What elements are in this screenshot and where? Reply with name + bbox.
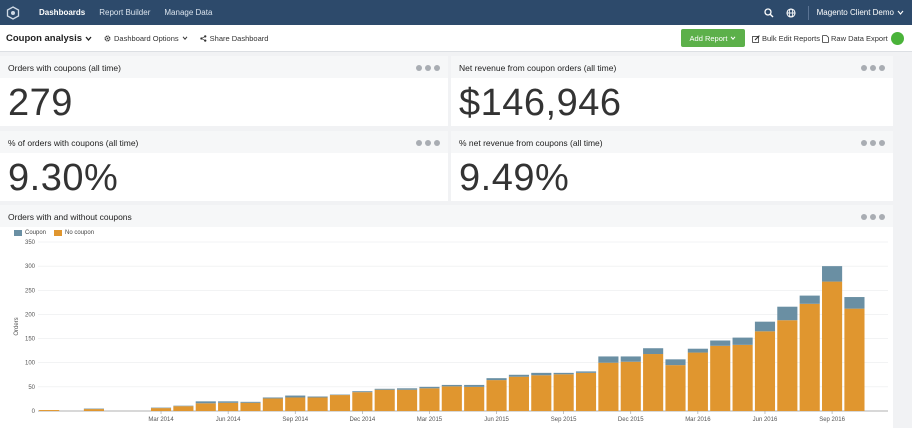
info-icon[interactable] (416, 65, 422, 71)
chevron-down-icon (85, 36, 92, 41)
add-report-label: Add Report (689, 33, 728, 43)
card-tools (416, 65, 440, 71)
card-title: Net revenue from coupon orders (all time… (459, 63, 617, 73)
edit-icon (752, 34, 760, 43)
document-icon (822, 34, 829, 43)
share-dashboard-label: Share Dashboard (209, 33, 269, 43)
nav-manage-data[interactable]: Manage Data (164, 8, 213, 17)
dashboard-title: Coupon analysis (6, 32, 83, 44)
chart-legend: Coupon No coupon (14, 230, 94, 236)
search-icon[interactable] (758, 0, 780, 25)
gear-icon[interactable] (434, 65, 440, 71)
gear-icon[interactable] (879, 214, 885, 220)
metric-card-orders-with-coupons: Orders with coupons (all time) 279 (0, 56, 448, 126)
info-icon[interactable] (861, 65, 867, 71)
metric-card-pct-net-revenue: % net revenue from coupons (all time) 9.… (451, 131, 893, 201)
legend-swatch (54, 230, 63, 236)
card-header (0, 56, 448, 78)
card-header (451, 131, 893, 153)
dashboard-options-button[interactable]: Dashboard Options (104, 34, 188, 43)
dashboard-options-label: Dashboard Options (114, 33, 179, 43)
card-title: Orders with coupons (all time) (8, 63, 121, 73)
raw-data-export-button[interactable]: Raw Data Export (822, 25, 888, 52)
card-header (451, 56, 893, 78)
info-icon[interactable] (861, 214, 867, 220)
nav-report-builder[interactable]: Report Builder (99, 8, 151, 17)
nav-dashboards[interactable]: Dashboards (39, 8, 86, 17)
metric-value: 9.30% (8, 157, 119, 199)
card-title: % of orders with coupons (all time) (8, 138, 139, 148)
metric-value: 9.49% (459, 157, 570, 199)
metric-value: 279 (8, 82, 73, 124)
top-nav: Dashboards Report Builder Manage Data Ma… (0, 0, 912, 25)
card-title: % net revenue from coupons (all time) (459, 138, 603, 148)
star-icon[interactable] (425, 65, 431, 71)
gear-icon[interactable] (434, 140, 440, 146)
gear-icon[interactable] (879, 140, 885, 146)
account-menu[interactable]: Magento Client Demo (817, 8, 904, 17)
dashboard-title-dropdown[interactable]: Coupon analysis (6, 33, 92, 44)
metric-value: $146,946 (459, 82, 622, 124)
card-tools (861, 214, 885, 220)
chart-card-orders-with-without-coupons: Orders with and without coupons (0, 205, 893, 428)
dashboard-toolbar: Coupon analysis Dashboard Options Share … (0, 25, 912, 52)
card-tools (416, 140, 440, 146)
star-icon[interactable] (870, 140, 876, 146)
gear-icon[interactable] (879, 65, 885, 71)
bulk-edit-reports-button[interactable]: Bulk Edit Reports (752, 25, 820, 52)
account-name: Magento Client Demo (816, 8, 894, 17)
card-header (0, 205, 893, 227)
nav-divider (807, 5, 809, 20)
raw-data-export-label: Raw Data Export (831, 34, 888, 43)
star-icon[interactable] (870, 214, 876, 220)
share-icon (199, 34, 207, 42)
chevron-down-icon (897, 10, 904, 15)
info-icon[interactable] (861, 140, 867, 146)
card-header (0, 131, 448, 153)
card-tools (861, 140, 885, 146)
gear-icon (104, 35, 111, 41)
card-title: Orders with and without coupons (8, 212, 132, 222)
chevron-down-icon (731, 36, 736, 40)
chevron-down-icon (182, 36, 188, 40)
magento-bi-logo-icon[interactable] (0, 0, 26, 25)
metric-card-pct-orders-with-coupons: % of orders with coupons (all time) 9.30… (0, 131, 448, 201)
legend-item-no-coupon[interactable]: No coupon (54, 230, 94, 236)
legend-label: No coupon (65, 230, 95, 236)
add-report-button[interactable]: Add Report (681, 29, 745, 47)
bulk-edit-label: Bulk Edit Reports (762, 34, 820, 43)
info-icon[interactable] (416, 140, 422, 146)
status-indicator[interactable] (891, 32, 904, 45)
star-icon[interactable] (425, 140, 431, 146)
legend-label: Coupon (25, 230, 47, 236)
globe-icon[interactable] (780, 0, 802, 25)
legend-item-coupon[interactable]: Coupon (14, 230, 46, 236)
nav-right-group: Magento Client Demo (758, 0, 912, 25)
legend-swatch (14, 230, 22, 236)
share-dashboard-button[interactable]: Share Dashboard (199, 33, 269, 43)
star-icon[interactable] (870, 65, 876, 71)
card-tools (861, 65, 885, 71)
metric-card-net-revenue: Net revenue from coupon orders (all time… (451, 56, 893, 126)
